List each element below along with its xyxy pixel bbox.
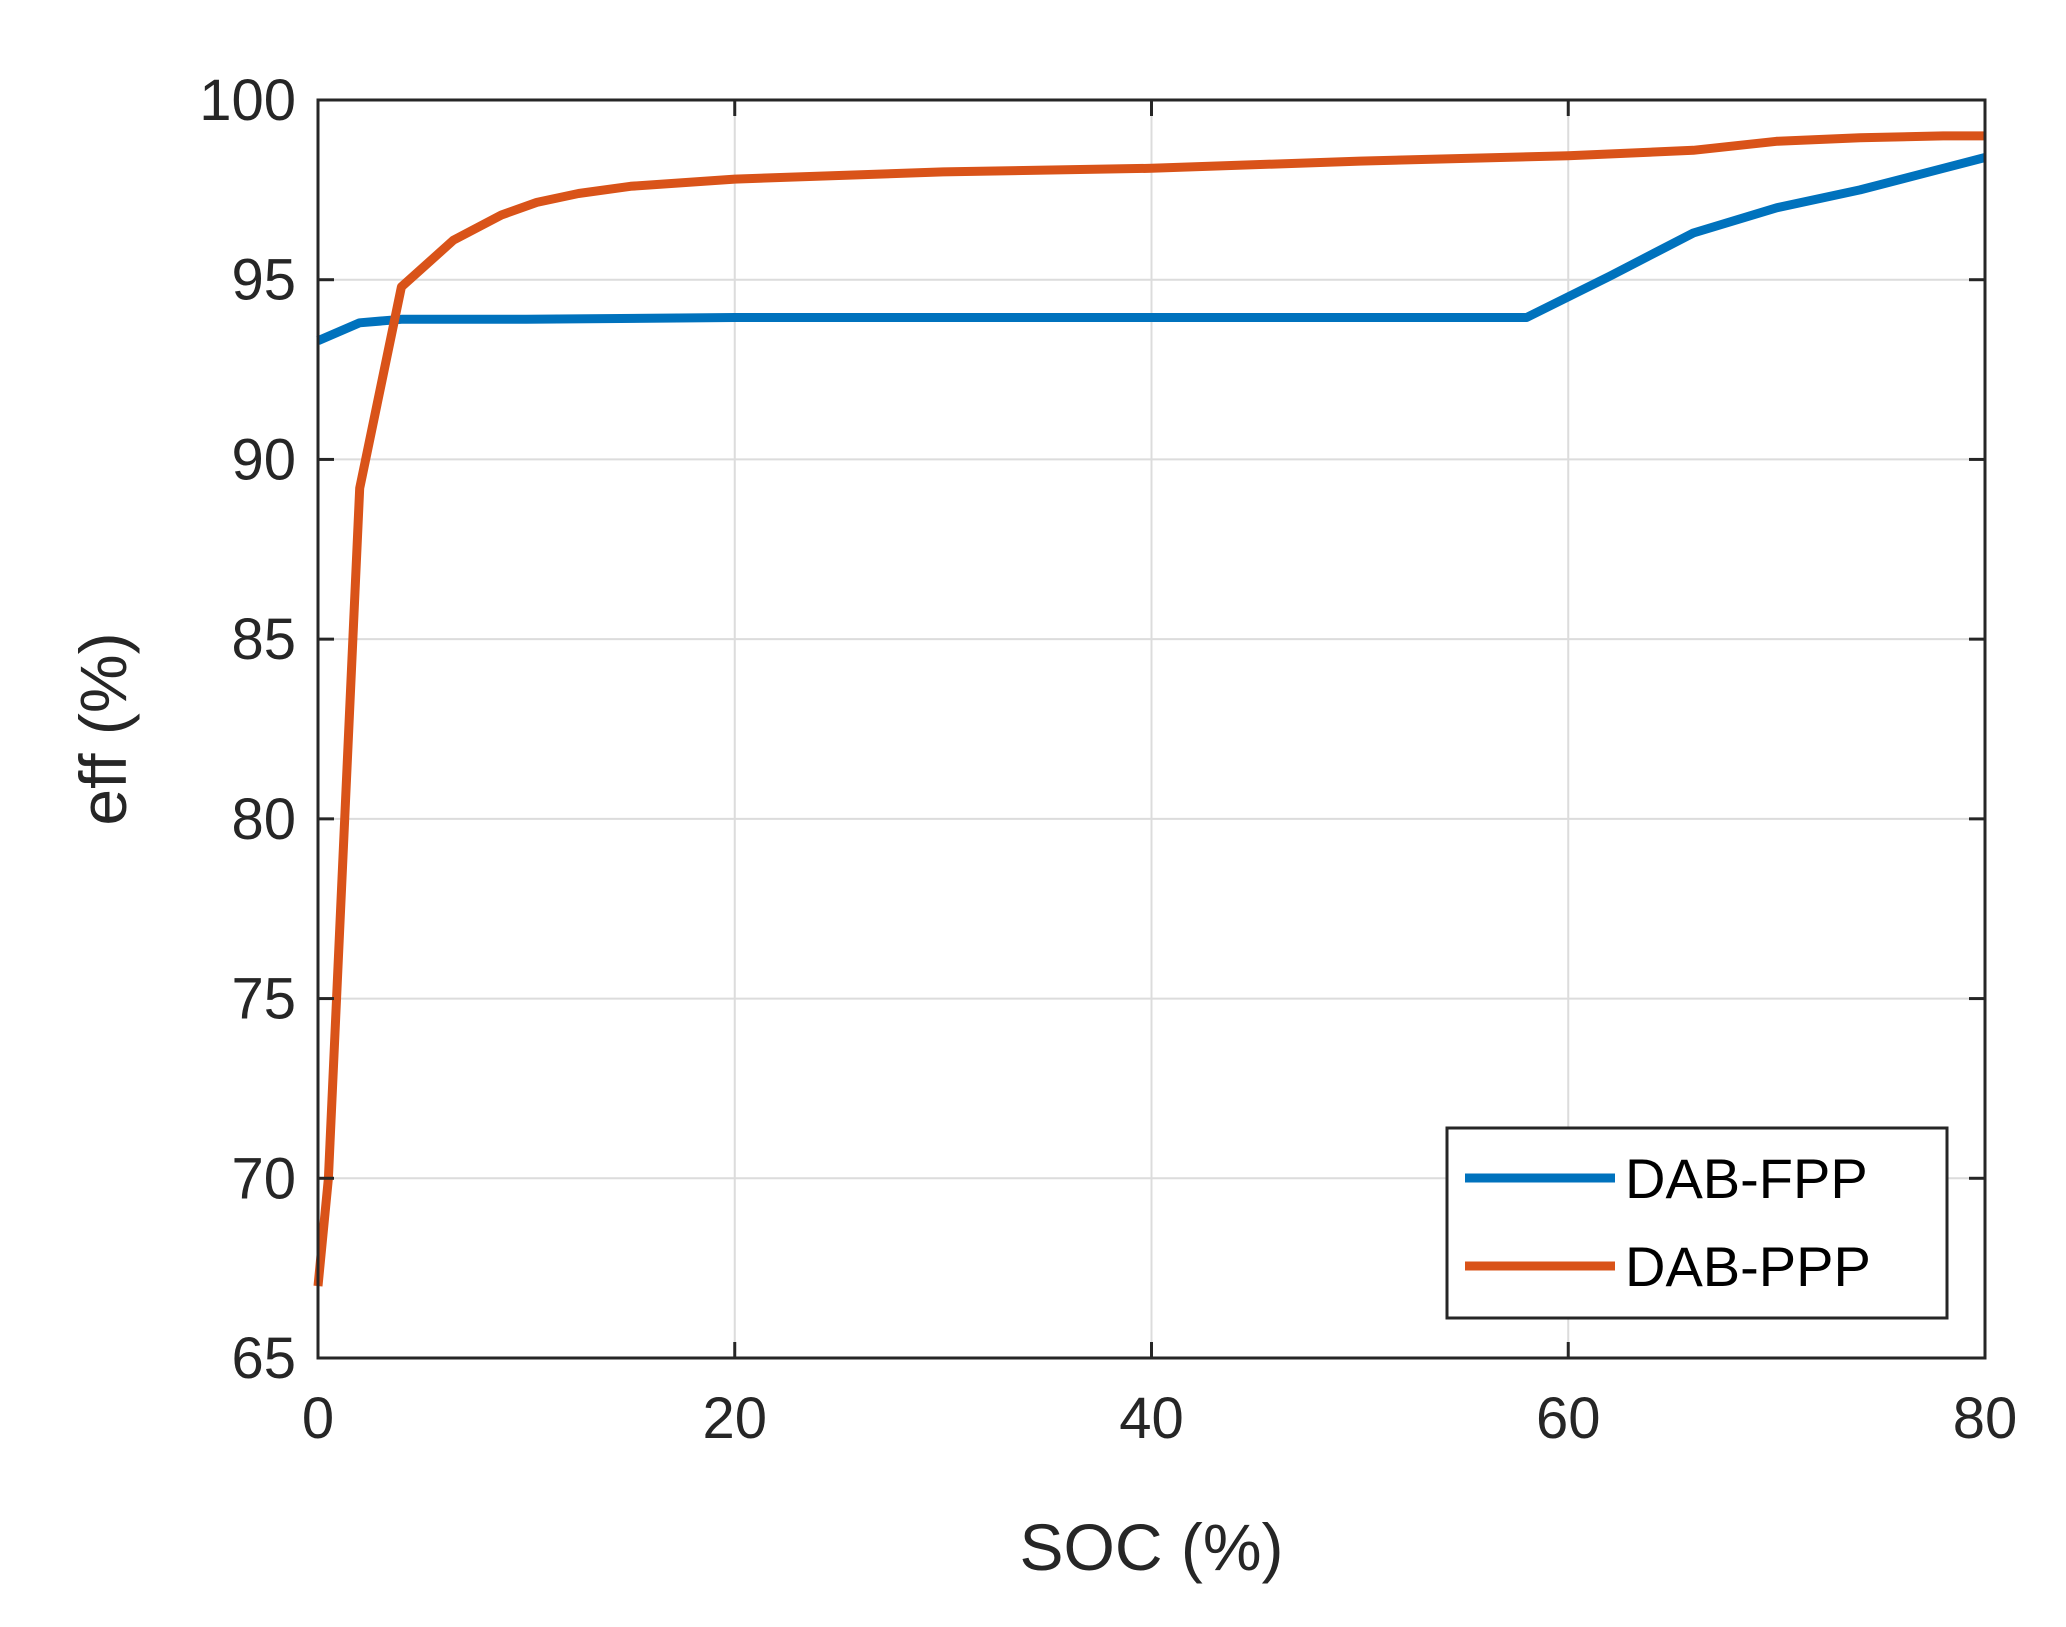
legend: DAB-FPP DAB-PPP	[1445, 1126, 1949, 1320]
legend-label-dab-ppp: DAB-PPP	[1625, 1235, 1871, 1298]
legend-box	[1445, 1126, 1949, 1320]
x-tick-label-80: 80	[1953, 1386, 2018, 1451]
series-line-dab-fpp	[316, 153, 1987, 345]
y-tick-label-75: 75	[231, 967, 296, 1032]
series-line-dab-ppp	[313, 131, 1985, 1287]
x-tick-labels: 0 20 40 60 80	[302, 1386, 2017, 1451]
series-lines	[313, 131, 1987, 1287]
y-tick-label-65: 65	[231, 1326, 296, 1391]
x-tick-label-0: 0	[302, 1386, 334, 1451]
legend-label-dab-fpp: DAB-FPP	[1625, 1147, 1868, 1210]
x-tick-label-40: 40	[1119, 1386, 1184, 1451]
y-tick-label-80: 80	[231, 787, 296, 852]
y-tick-label-95: 95	[231, 248, 296, 313]
y-tick-label-85: 85	[231, 607, 296, 672]
y-tick-label-100: 100	[199, 68, 296, 133]
y-tick-label-70: 70	[231, 1146, 296, 1211]
y-tick-labels: 65 70 75 80 85 90 95 100	[199, 68, 296, 1391]
y-tick-label-90: 90	[231, 427, 296, 492]
x-tick-label-20: 20	[702, 1386, 767, 1451]
grid-lines	[318, 100, 1985, 1358]
y-axis-label: eff (%)	[66, 632, 140, 825]
x-tick-label-60: 60	[1536, 1386, 1601, 1451]
x-axis-label: SOC (%)	[1020, 1510, 1284, 1584]
tick-marks	[316, 98, 1987, 1360]
